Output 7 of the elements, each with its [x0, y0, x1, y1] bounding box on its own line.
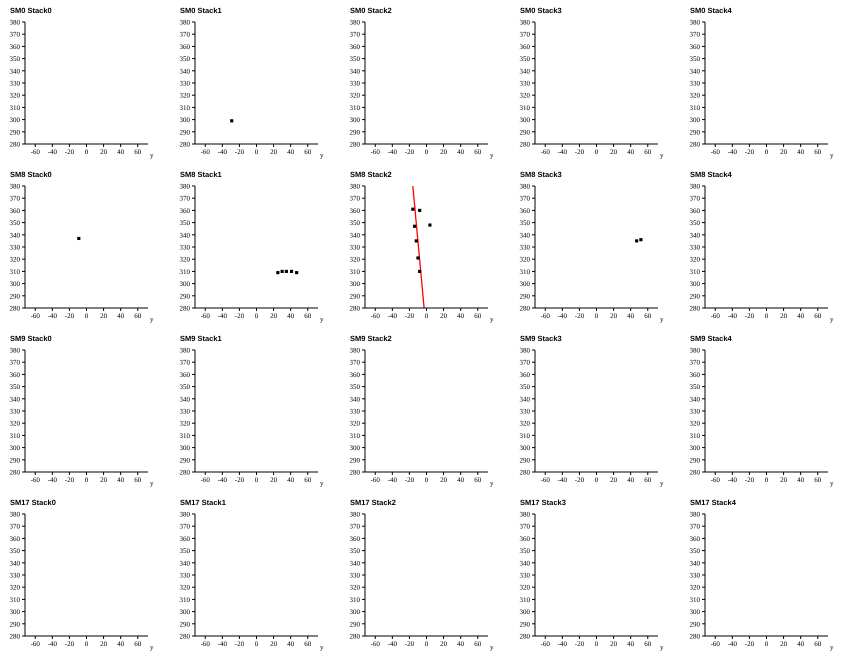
point [416, 256, 420, 260]
point [418, 270, 422, 273]
point [418, 208, 422, 212]
point [411, 208, 414, 211]
point [412, 224, 416, 228]
point [428, 223, 432, 227]
point [414, 239, 418, 242]
